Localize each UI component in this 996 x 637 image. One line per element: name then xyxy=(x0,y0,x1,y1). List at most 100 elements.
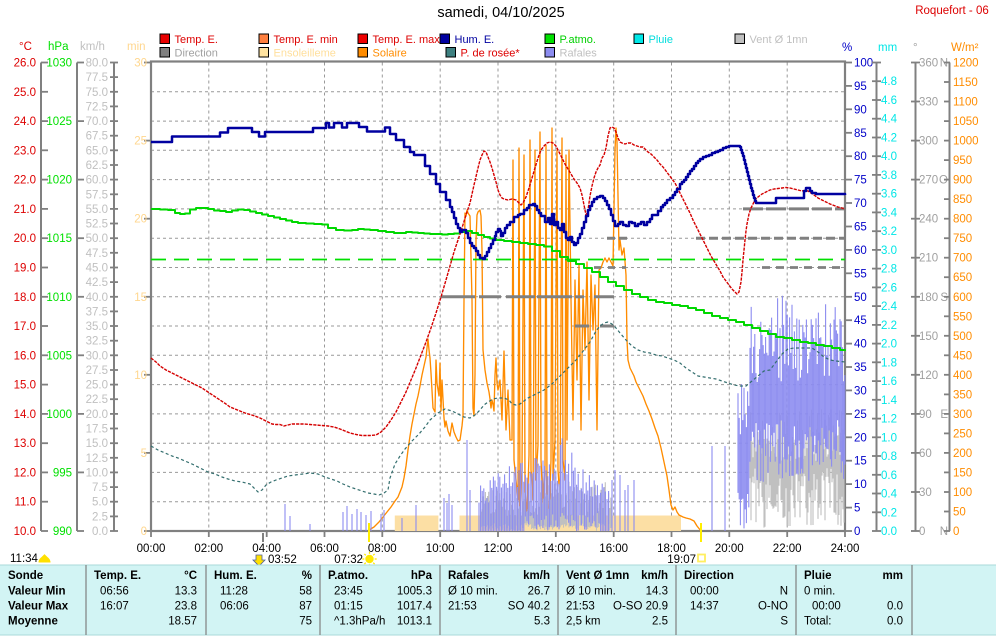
svg-text:650: 650 xyxy=(953,272,972,284)
svg-text:Rafales: Rafales xyxy=(448,570,489,582)
svg-text:1000: 1000 xyxy=(46,409,72,421)
svg-text:11:28: 11:28 xyxy=(220,586,248,598)
svg-text:Hum. E.: Hum. E. xyxy=(455,34,495,46)
svg-text:90: 90 xyxy=(919,409,932,421)
svg-text:W/m²: W/m² xyxy=(951,42,979,54)
svg-text:21:53: 21:53 xyxy=(448,601,477,613)
svg-text:Moyenne: Moyenne xyxy=(8,616,58,628)
svg-text:13.0: 13.0 xyxy=(14,438,36,450)
svg-text:hPa: hPa xyxy=(411,570,433,582)
svg-text:00:00: 00:00 xyxy=(137,543,166,555)
svg-text:400: 400 xyxy=(953,370,972,382)
svg-text:57.5: 57.5 xyxy=(86,189,108,201)
svg-text:00:00: 00:00 xyxy=(690,586,719,598)
svg-text:mm: mm xyxy=(878,42,897,54)
svg-text:330: 330 xyxy=(919,97,938,109)
svg-text:75: 75 xyxy=(299,616,312,628)
svg-text:2.5: 2.5 xyxy=(92,511,108,523)
svg-text:55.0: 55.0 xyxy=(86,204,108,216)
svg-text:Rafales: Rafales xyxy=(560,48,598,60)
svg-text:15: 15 xyxy=(134,292,147,304)
svg-text:18.0: 18.0 xyxy=(14,292,36,304)
svg-text:1020: 1020 xyxy=(46,175,72,187)
svg-text:1015: 1015 xyxy=(46,233,72,245)
svg-text:Direction: Direction xyxy=(175,48,218,60)
svg-text:15.0: 15.0 xyxy=(86,438,108,450)
svg-text:Roquefort - 06: Roquefort - 06 xyxy=(915,5,989,17)
svg-text:hPa: hPa xyxy=(48,41,69,53)
svg-text:11.0: 11.0 xyxy=(14,497,36,509)
svg-text:00:00: 00:00 xyxy=(812,601,841,613)
svg-text:samedi, 04/10/2025: samedi, 04/10/2025 xyxy=(437,5,564,21)
svg-text:18.57: 18.57 xyxy=(168,616,197,628)
svg-text:850: 850 xyxy=(953,194,972,206)
svg-text:52.5: 52.5 xyxy=(86,219,108,231)
svg-text:08:00: 08:00 xyxy=(368,543,397,555)
svg-text:Vent Ø 1mn: Vent Ø 1mn xyxy=(566,570,629,582)
svg-text:18:00: 18:00 xyxy=(657,543,686,555)
svg-text:11:34: 11:34 xyxy=(10,553,39,565)
svg-text:800: 800 xyxy=(953,214,972,226)
svg-text:1050: 1050 xyxy=(953,116,979,128)
svg-text:Ensoleilleme: Ensoleilleme xyxy=(274,48,336,60)
svg-text:5: 5 xyxy=(854,503,860,515)
svg-text:2.0: 2.0 xyxy=(881,339,897,351)
svg-text:25.0: 25.0 xyxy=(86,380,108,392)
svg-text:Ø 10 min.: Ø 10 min. xyxy=(448,586,498,598)
svg-text:Valeur Min: Valeur Min xyxy=(8,586,66,598)
svg-text:P.atmo.: P.atmo. xyxy=(328,570,368,582)
svg-text:16:00: 16:00 xyxy=(599,543,628,555)
svg-text:O-NO: O-NO xyxy=(758,601,788,613)
svg-text:22:00: 22:00 xyxy=(773,543,802,555)
svg-text:3.2: 3.2 xyxy=(881,226,897,238)
svg-text:250: 250 xyxy=(953,428,972,440)
svg-text:26.0: 26.0 xyxy=(14,58,36,70)
svg-text:0: 0 xyxy=(854,526,860,538)
svg-text:1200: 1200 xyxy=(953,58,979,70)
svg-text:1030: 1030 xyxy=(46,58,72,70)
svg-text:23.8: 23.8 xyxy=(175,601,197,613)
svg-text:75: 75 xyxy=(854,175,867,187)
svg-text:85: 85 xyxy=(854,128,867,140)
svg-text:20: 20 xyxy=(854,432,867,444)
svg-text:2,5 km: 2,5 km xyxy=(566,616,601,628)
svg-text:14:00: 14:00 xyxy=(541,543,570,555)
svg-text:26.7: 26.7 xyxy=(528,586,550,598)
svg-text:21.0: 21.0 xyxy=(14,204,36,216)
svg-text:1010: 1010 xyxy=(46,292,72,304)
svg-text:1025: 1025 xyxy=(46,116,72,128)
svg-text:24.0: 24.0 xyxy=(14,116,36,128)
svg-text:120: 120 xyxy=(919,370,938,382)
svg-text:1150: 1150 xyxy=(953,77,978,89)
svg-text:350: 350 xyxy=(953,389,972,401)
svg-text:25.0: 25.0 xyxy=(14,87,36,99)
svg-text:Sonde: Sonde xyxy=(8,570,43,582)
svg-text:15.0: 15.0 xyxy=(14,380,36,392)
svg-text:1.8: 1.8 xyxy=(881,357,897,369)
svg-text:40: 40 xyxy=(854,339,867,351)
svg-text:06:00: 06:00 xyxy=(310,543,339,555)
svg-text:30.0: 30.0 xyxy=(86,350,108,362)
svg-text:35.0: 35.0 xyxy=(86,321,108,333)
svg-text:240: 240 xyxy=(919,214,938,226)
svg-text:P.atmo.: P.atmo. xyxy=(560,34,597,46)
svg-text:1013.1: 1013.1 xyxy=(397,616,432,628)
svg-text:3.4: 3.4 xyxy=(881,207,898,219)
svg-text:37.5: 37.5 xyxy=(86,306,108,318)
svg-text:15: 15 xyxy=(854,456,867,468)
svg-text:23:45: 23:45 xyxy=(334,586,363,598)
svg-text:20: 20 xyxy=(134,214,147,226)
svg-text:0.0: 0.0 xyxy=(881,526,897,538)
svg-text:60.0: 60.0 xyxy=(86,175,108,187)
svg-text:62.5: 62.5 xyxy=(86,160,108,172)
svg-text:S: S xyxy=(780,616,788,628)
svg-text:1005.3: 1005.3 xyxy=(397,586,432,598)
svg-text:Temp. E. min: Temp. E. min xyxy=(274,34,338,46)
svg-text:N: N xyxy=(940,526,948,538)
svg-text:1.0: 1.0 xyxy=(881,432,897,444)
svg-text:0.4: 0.4 xyxy=(881,489,898,501)
svg-text:03:52: 03:52 xyxy=(268,554,297,566)
svg-text:3.6: 3.6 xyxy=(881,189,897,201)
svg-text:450: 450 xyxy=(953,350,972,362)
svg-text:990: 990 xyxy=(53,526,72,538)
